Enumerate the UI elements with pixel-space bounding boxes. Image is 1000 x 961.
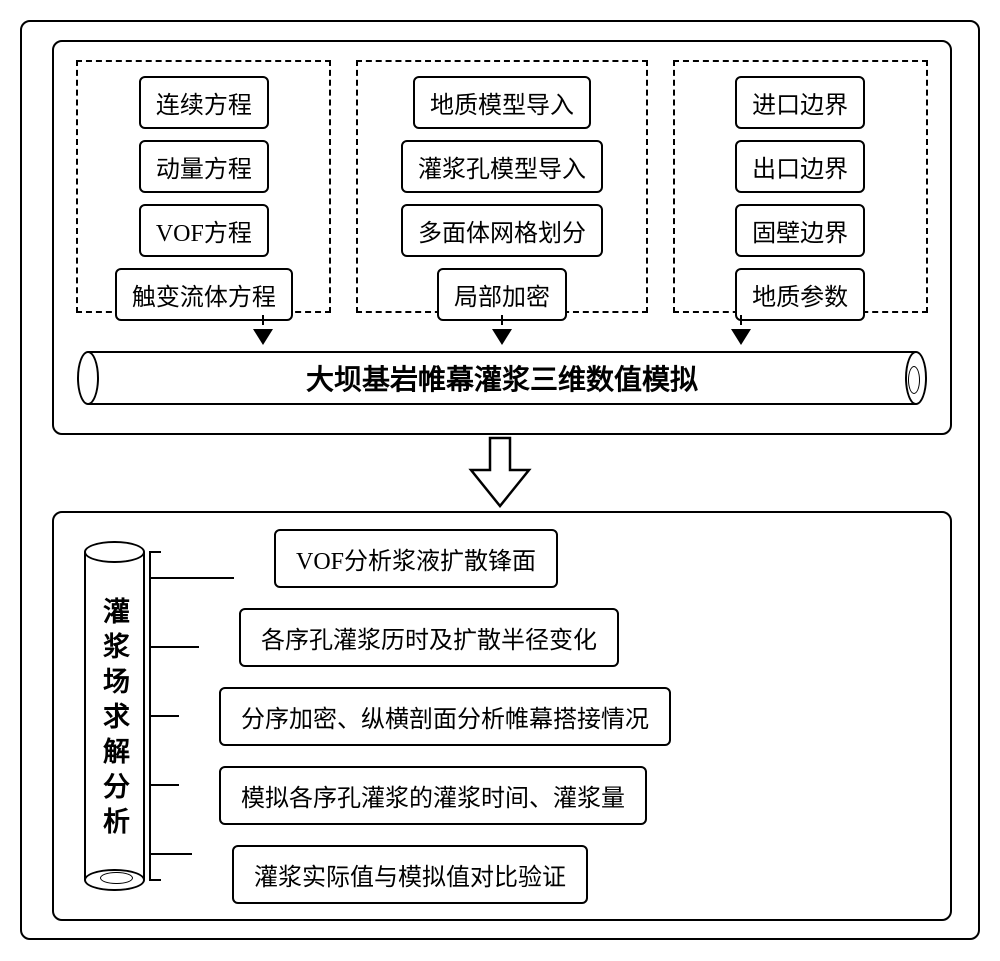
results-column: VOF分析浆液扩散锋面 各序孔灌浆历时及扩散半径变化 分序加密、纵横剖面分析帷幕… [189, 529, 671, 904]
columns-row: 连续方程 动量方程 VOF方程 触变流体方程 地质模型导入 灌浆孔模型导入 多面… [54, 42, 950, 313]
result-cell: 分序加密、纵横剖面分析帷幕搭接情况 [219, 687, 671, 746]
result-cell: 各序孔灌浆历时及扩散半径变化 [239, 608, 619, 667]
analysis-title-pipe: 灌浆场求解分析 [84, 541, 145, 891]
model-cell: 地质模型导入 [413, 76, 591, 129]
bottom-panel: 灌浆场求解分析 VOF分析浆液扩散锋面 各序孔灌浆历时及扩散半径变化 分序加密、… [52, 511, 952, 921]
equation-cell: 连续方程 [139, 76, 269, 129]
boundary-cell: 固壁边界 [735, 204, 865, 257]
top-panel: 连续方程 动量方程 VOF方程 触变流体方程 地质模型导入 灌浆孔模型导入 多面… [52, 40, 952, 435]
big-arrow-down-icon [22, 436, 978, 510]
boundary-cell: 进口边界 [735, 76, 865, 129]
equation-cell: VOF方程 [139, 204, 269, 257]
pipe-cap-icon [84, 869, 145, 891]
boundary-column: 进口边界 出口边界 固壁边界 地质参数 [673, 60, 928, 313]
outer-frame: 连续方程 动量方程 VOF方程 触变流体方程 地质模型导入 灌浆孔模型导入 多面… [20, 20, 980, 940]
model-cell: 多面体网格划分 [401, 204, 603, 257]
pipe-cap-icon [77, 351, 99, 405]
result-cell: 灌浆实际值与模拟值对比验证 [232, 845, 588, 904]
equation-cell: 触变流体方程 [115, 268, 293, 321]
analysis-title-body: 灌浆场求解分析 [84, 552, 145, 880]
arrow-down-icon [731, 315, 751, 345]
pipe-cap-icon [905, 351, 927, 405]
simulation-title-pipe: 大坝基岩帷幕灌浆三维数值模拟 [77, 351, 927, 405]
bracket-icon [149, 541, 189, 891]
pipe-cap-icon [84, 541, 145, 563]
arrow-down-icon [492, 315, 512, 345]
equation-cell: 动量方程 [139, 140, 269, 193]
boundary-cell: 地质参数 [735, 268, 865, 321]
equations-column: 连续方程 动量方程 VOF方程 触变流体方程 [76, 60, 331, 313]
model-cell: 灌浆孔模型导入 [401, 140, 603, 193]
result-cell: VOF分析浆液扩散锋面 [274, 529, 558, 588]
analysis-title: 灌浆场求解分析 [95, 591, 134, 842]
boundary-cell: 出口边界 [735, 140, 865, 193]
result-cell: 模拟各序孔灌浆的灌浆时间、灌浆量 [219, 766, 647, 825]
simulation-title: 大坝基岩帷幕灌浆三维数值模拟 [88, 351, 916, 405]
model-column: 地质模型导入 灌浆孔模型导入 多面体网格划分 局部加密 [356, 60, 648, 313]
arrow-down-icon [253, 315, 273, 345]
model-cell: 局部加密 [437, 268, 567, 321]
